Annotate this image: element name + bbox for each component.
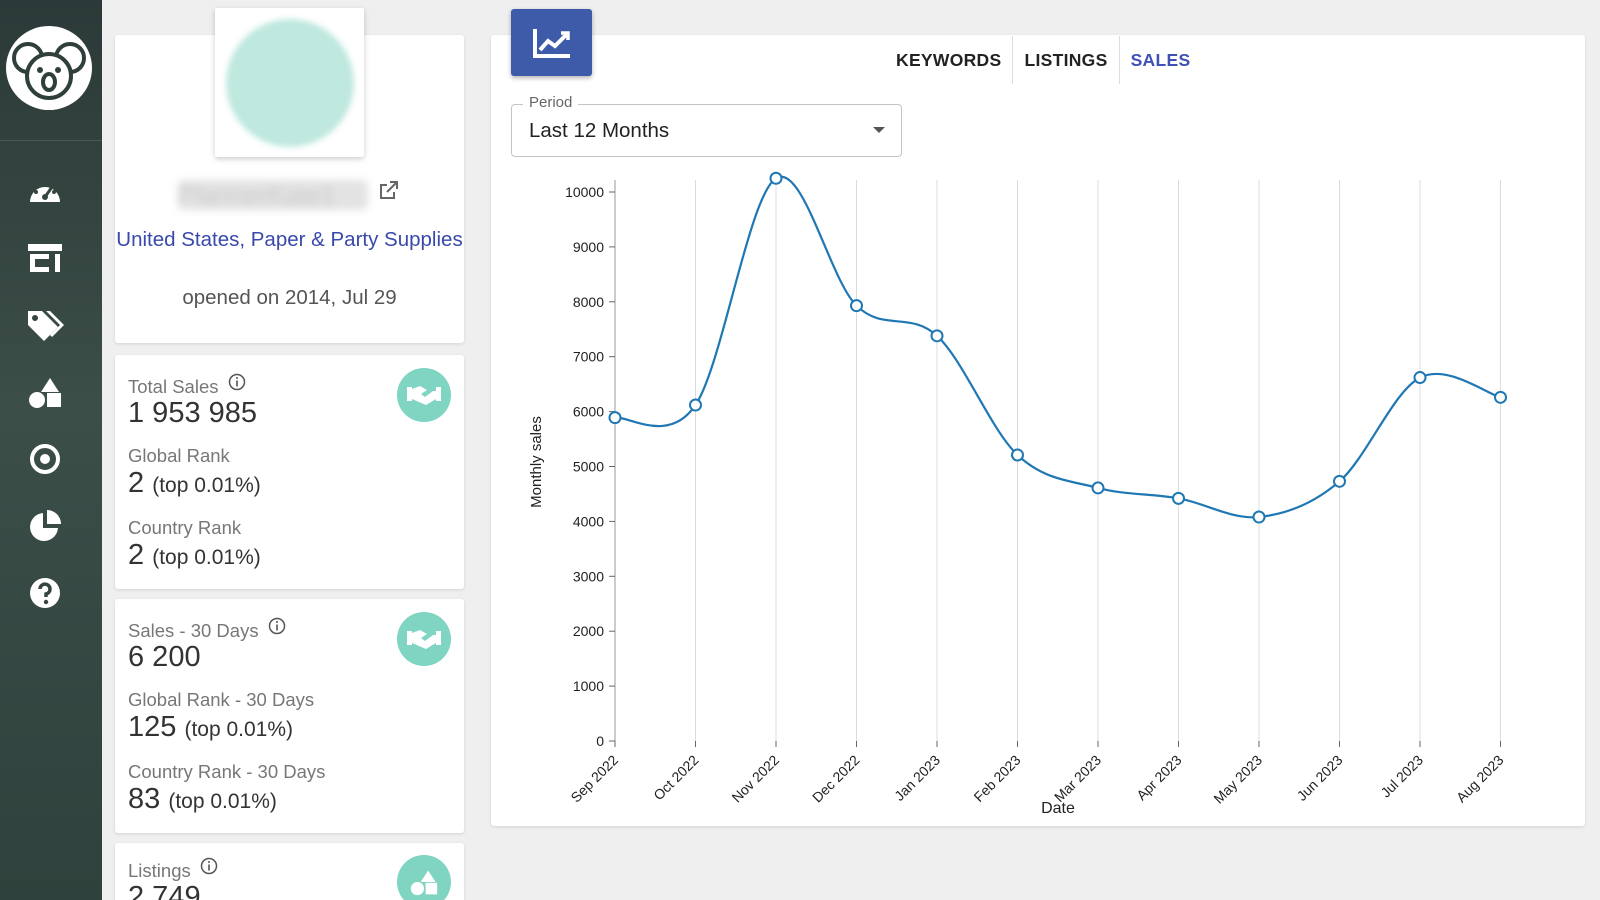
- chevron-down-icon: [873, 127, 885, 133]
- data-point: [930, 329, 944, 343]
- info-icon[interactable]: [200, 857, 218, 875]
- x-tick-label: Jan 2023: [891, 752, 943, 804]
- x-tick-label: Feb 2023: [970, 752, 1023, 805]
- dashboard-gauge-icon: [30, 183, 60, 202]
- y-tick-label: 9000: [573, 239, 604, 255]
- tab-sales[interactable]: SALES: [1130, 50, 1191, 70]
- tags-icon: [28, 311, 64, 341]
- sales-30-days-value: 6 200: [128, 641, 201, 673]
- x-tick-label: Apr 2023: [1133, 752, 1185, 804]
- sidebar: [0, 0, 102, 900]
- data-point: [1011, 448, 1024, 462]
- line-chart-icon: [532, 28, 570, 58]
- shop-opened-date: opened on 2014, Jul 29: [182, 286, 397, 309]
- shapes-icon: [29, 378, 61, 408]
- y-tick-label: 0: [596, 733, 604, 749]
- data-point: [769, 171, 783, 185]
- x-tick-label: Sep 2022: [567, 752, 621, 806]
- global-rank-30-label: Global Rank - 30 Days: [128, 689, 315, 710]
- period-select[interactable]: Period Last 12 Months: [511, 94, 902, 157]
- store-icon: [28, 244, 62, 272]
- data-point: [689, 398, 702, 412]
- sidebar-item-dashboard[interactable]: [22, 168, 68, 214]
- country-rank-value: 2 (top 0.01%): [128, 539, 261, 571]
- koala-logo-icon[interactable]: [6, 26, 92, 110]
- x-tick-label: Mar 2023: [1051, 752, 1104, 805]
- data-point: [1091, 481, 1105, 495]
- x-tick-label: Jun 2023: [1294, 752, 1346, 804]
- country-rank-30-label: Country Rank - 30 Days: [128, 761, 326, 782]
- sidebar-item-analytics[interactable]: [22, 503, 68, 549]
- sales-line-chart: 0 1000 2000 3000 4000 5000 6000 7000 8000 9000 100…: [528, 171, 1507, 817]
- tab-keywords[interactable]: KEYWORDS: [896, 50, 1002, 70]
- handshake-icon: [397, 368, 451, 422]
- info-icon[interactable]: [268, 617, 286, 635]
- tab-divider: [1118, 36, 1120, 84]
- data-point: [608, 411, 622, 425]
- tab-divider: [1012, 36, 1014, 84]
- x-tick-label: Oct 2022: [650, 752, 702, 804]
- global-rank-label: Global Rank: [128, 445, 230, 466]
- y-tick-label: 7000: [573, 349, 604, 365]
- data-point: [850, 299, 863, 313]
- handshake-icon: [397, 612, 451, 666]
- period-label: Period: [523, 94, 579, 111]
- country-rank-30-value: 83 (top 0.01%): [128, 783, 277, 815]
- total-sales-label: Total Sales: [128, 376, 219, 397]
- x-tick-label: Aug 2023: [1453, 752, 1507, 806]
- x-tick-label: May 2023: [1210, 752, 1265, 807]
- sidebar-item-shop[interactable]: [22, 235, 68, 281]
- y-tick-label: 6000: [573, 404, 604, 420]
- listings-card: Listings 2 749: [115, 843, 464, 900]
- data-point: [1333, 474, 1346, 488]
- chart-toggle-button[interactable]: [511, 9, 592, 76]
- total-sales-value: 1 953 985: [128, 397, 258, 429]
- shop-avatar: [215, 8, 364, 157]
- x-tick-label: Jul 2023: [1377, 752, 1426, 801]
- y-tick-label: 10000: [565, 184, 604, 200]
- external-link-icon[interactable]: [378, 179, 400, 206]
- help-icon: [30, 578, 60, 608]
- data-point: [1494, 390, 1507, 404]
- y-tick-label: 2000: [573, 623, 604, 639]
- y-tick-label: 1000: [573, 678, 604, 694]
- sidebar-item-tracking[interactable]: [22, 436, 68, 482]
- info-icon[interactable]: [228, 373, 246, 391]
- global-rank-30-value: 125 (top 0.01%): [128, 711, 294, 743]
- shop-avatar-image: [225, 18, 354, 147]
- chart-panel: [491, 35, 1585, 826]
- sidebar-item-products[interactable]: [22, 369, 68, 415]
- x-tick-label: Dec 2022: [809, 752, 863, 806]
- sidebar-divider: [0, 140, 102, 141]
- tab-listings[interactable]: LISTINGS: [1024, 50, 1108, 70]
- shop-name: PlannerKate1: [178, 180, 368, 210]
- listings-label: Listings: [128, 860, 191, 881]
- target-icon: [30, 444, 60, 474]
- y-tick-label: 8000: [573, 294, 604, 310]
- country-rank-label: Country Rank: [128, 517, 242, 538]
- x-tick-label: Nov 2022: [728, 752, 782, 806]
- data-point: [1252, 510, 1266, 524]
- data-point: [1413, 371, 1427, 385]
- shapes-icon: [397, 855, 451, 900]
- chart-tabs: KEYWORDS LISTINGS SALES: [885, 36, 1201, 84]
- sidebar-item-help[interactable]: [22, 570, 68, 616]
- sales-series-line: [614, 175, 1501, 519]
- x-axis-label: Date: [1041, 800, 1075, 817]
- y-tick-label: 3000: [573, 568, 604, 584]
- sales-30-days-card: Sales - 30 Days 6 200 Global Rank - 30 D…: [115, 599, 464, 833]
- data-point: [1172, 491, 1185, 505]
- period-value: Last 12 Months: [529, 119, 670, 142]
- y-tick-label: 5000: [573, 459, 604, 475]
- y-axis-label: Monthly sales: [528, 416, 545, 508]
- sidebar-item-listings[interactable]: [22, 302, 68, 348]
- listings-value: 2 749: [128, 881, 201, 900]
- pie-chart-icon: [30, 510, 61, 541]
- y-tick-label: 4000: [573, 513, 604, 529]
- sales-30-days-label: Sales - 30 Days: [128, 620, 259, 641]
- shop-location-link[interactable]: United States, Paper & Party Supplies: [116, 228, 463, 251]
- global-rank-value: 2 (top 0.01%): [128, 467, 261, 499]
- total-sales-card: Total Sales 1 953 985 Global Rank 2 (top…: [115, 355, 464, 589]
